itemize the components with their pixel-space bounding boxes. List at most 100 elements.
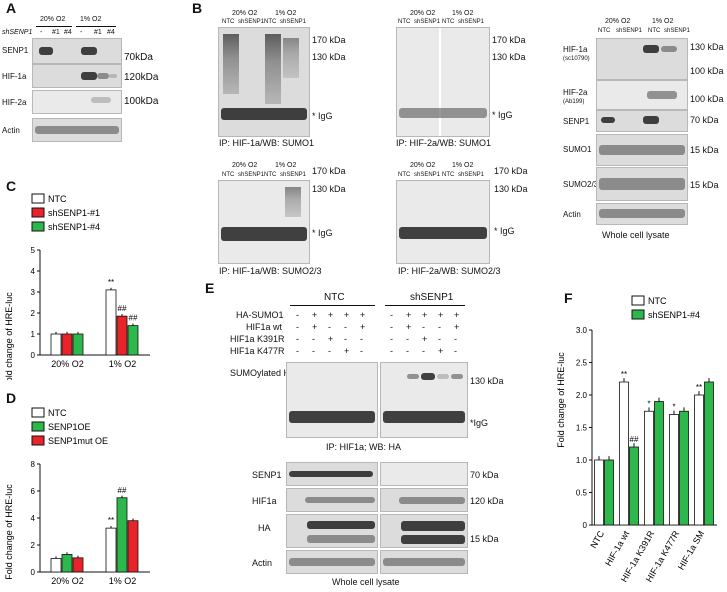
b2-kda130: 130 kDa: [492, 52, 526, 62]
b1-cond1: 20% O2: [232, 10, 258, 17]
legend-swatch-sh4: [31, 221, 45, 232]
x-tick-label: 20% O2: [51, 359, 84, 369]
b2-lane: NTC: [442, 19, 455, 25]
x-tick-label: HIF-1a wt: [603, 529, 631, 568]
e-sign-mark: +: [344, 346, 350, 356]
b4-cond2: 1% O2: [452, 162, 474, 169]
e-blot-ip-sh: [380, 362, 468, 438]
y-tick-label: 0: [583, 521, 588, 530]
bw-row: HIF-2a: [563, 88, 588, 97]
y-tick-label: 1.0: [576, 456, 588, 465]
e-sign-mark: -: [406, 334, 409, 344]
y-tick-label: 0: [31, 351, 36, 360]
significance-label: ##: [129, 314, 138, 323]
legend-label: NTC: [48, 408, 67, 418]
e-group-sh: shSENP1: [410, 292, 454, 303]
legend-swatch-ntc: [631, 295, 645, 306]
e-sign-mark: +: [406, 310, 412, 320]
x-tick-label: 20% O2: [51, 576, 84, 586]
e-blot-senp1-ntc: [286, 462, 378, 486]
y-axis-label: Fold change of HRE-luc: [4, 484, 14, 580]
bw-mw: 130 kDa: [690, 42, 724, 52]
b4-kda130: 130 kDa: [494, 184, 528, 194]
e-rowlabel: HIF1a K477R: [230, 346, 285, 356]
e-sign-mark: -: [438, 322, 441, 332]
significance-label: **: [108, 516, 114, 525]
significance-label: ##: [118, 304, 127, 313]
y-tick-label: 2.0: [576, 391, 588, 400]
significance-label: ##: [118, 486, 127, 495]
e-sign-mark: +: [312, 322, 318, 332]
bw-blot-sumo23: [596, 167, 688, 201]
e-sign-mark: -: [360, 334, 363, 344]
bar: [72, 333, 84, 356]
b3-igg: * IgG: [312, 228, 333, 238]
bar: [61, 333, 73, 356]
bw-lane: NTC: [648, 28, 661, 34]
y-tick-label: 1.5: [576, 424, 588, 433]
bw-caption: Whole cell lysate: [602, 230, 670, 240]
bw-lane: NTC: [598, 28, 611, 34]
e-sign-mark: -: [422, 322, 425, 332]
legend-label: shSENP1-#4: [648, 310, 700, 320]
a-mw-100: 100kDa: [124, 96, 159, 107]
bar: [72, 557, 84, 573]
legend-label: SENP1OE: [48, 422, 91, 432]
e-wcl-row: HA: [258, 523, 271, 533]
e-blot-hif1a-ntc: [286, 488, 378, 512]
legend-label: NTC: [48, 194, 67, 204]
bar: [127, 325, 139, 356]
y-tick-label: 2.5: [576, 359, 588, 368]
e-blot-actin-sh: [380, 550, 468, 574]
e-sign-mark: -: [454, 346, 457, 356]
legend-swatch-mut: [31, 435, 45, 446]
e-sign-mark: +: [438, 346, 444, 356]
bar: [61, 554, 73, 573]
b3-lane: shSENP1: [280, 172, 307, 178]
e-sign-mark: -: [454, 334, 457, 344]
b1-cond2: 1% O2: [275, 10, 297, 17]
e-blot-senp1-sh: [380, 462, 468, 486]
bar: [704, 381, 714, 526]
legend-swatch-sh4: [631, 309, 645, 320]
y-tick-label: 4: [31, 514, 36, 523]
significance-label: ##: [630, 435, 639, 444]
bw-mw: 100 kDa: [690, 66, 724, 76]
a-shlabel: shSENP1: [2, 29, 33, 36]
e-mw-igg: *IgG: [470, 418, 489, 428]
a-lane: -: [40, 29, 43, 36]
bw-cond1: 20% O2: [605, 18, 631, 25]
bar: [127, 520, 139, 573]
bar: [679, 410, 689, 526]
a-blot-actin: [32, 118, 122, 142]
legend-label: NTC: [648, 296, 667, 306]
b1-lane: shSENP1: [238, 19, 265, 25]
b3-caption: IP: HIF-1a/WB: SUMO2/3: [219, 266, 322, 276]
chart-d: NTC SENP1OE SENP1mut OE 0 2 4 6 8 20% O2 ** ## 1…: [4, 407, 150, 586]
e-sign-mark: -: [344, 334, 347, 344]
e-sign-mark: -: [344, 322, 347, 332]
e-blot-ha-ntc: [286, 514, 378, 548]
e-sign-mark: +: [454, 310, 460, 320]
bw-blot-senp1: [596, 110, 688, 132]
panel-label-a: A: [6, 0, 17, 16]
bw-row: SENP1: [563, 117, 590, 126]
e-sign-mark: -: [296, 334, 299, 344]
bw-blot-actin: [596, 203, 688, 225]
b4-lane: shSENP1: [414, 172, 441, 178]
a-mw-70: 70kDa: [124, 52, 153, 63]
e-sign-mark: -: [390, 310, 393, 320]
y-tick-label: 2: [31, 541, 36, 550]
e-mw-130: 130 kDa: [470, 376, 504, 386]
significance-label: **: [696, 383, 702, 392]
e-sign-mark: -: [360, 346, 363, 356]
bw-blot-hif2a: [596, 80, 688, 110]
bw-lane: shSENP1: [616, 28, 643, 34]
b3-lane: shSENP1: [238, 172, 265, 178]
b2-igg: * IgG: [492, 110, 513, 120]
significance-label: *: [672, 403, 675, 412]
e-sign-mark: +: [328, 334, 334, 344]
b2-caption: IP: HIF-2a/WB: SUMO1: [396, 138, 492, 148]
e-group-ntc: NTC: [324, 292, 345, 303]
significance-label: **: [108, 278, 114, 287]
